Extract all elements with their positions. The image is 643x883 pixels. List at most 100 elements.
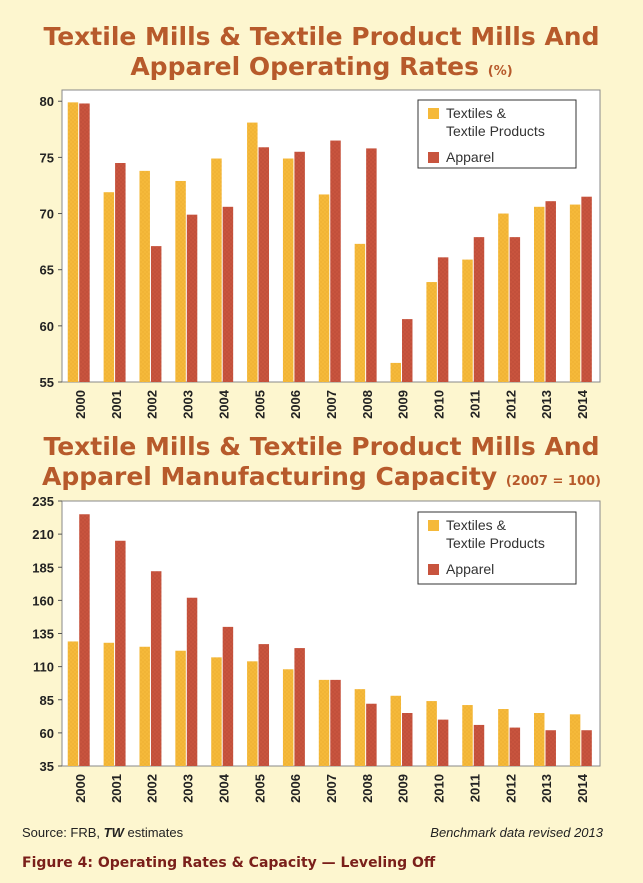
- y-tick-label: 80: [40, 94, 54, 109]
- bar-apparel-2007: [330, 140, 341, 382]
- y-tick-label: 35: [40, 759, 54, 774]
- y-tick-label: 55: [40, 375, 54, 390]
- y-tick-label: 75: [40, 150, 54, 165]
- bar-apparel-2003: [186, 597, 198, 766]
- chart1-title: Textile Mills & Textile Product Mills An…: [0, 22, 643, 87]
- y-tick-label: 210: [32, 527, 54, 542]
- bar-apparel-2008: [366, 703, 377, 766]
- bar-apparel-2012: [509, 727, 521, 766]
- bar-textiles-2003: [175, 180, 186, 382]
- legend-swatch-apparel: [428, 564, 439, 575]
- x-tick-label: 2010: [432, 390, 447, 419]
- bar-textiles-2012: [498, 709, 509, 766]
- bar-textiles-2014: [569, 204, 581, 382]
- y-tick-label: 235: [32, 495, 54, 509]
- x-tick-label: 2007: [324, 390, 339, 419]
- legend-swatch-apparel: [428, 152, 439, 163]
- bar-textiles-2000: [67, 102, 79, 382]
- bar-apparel-2014: [581, 730, 592, 766]
- x-tick-label: 2000: [73, 774, 88, 803]
- bar-apparel-2004: [222, 206, 234, 382]
- legend-label-textiles: Textiles &: [446, 517, 507, 533]
- bar-textiles-2008: [354, 689, 366, 766]
- bar-apparel-2005: [258, 147, 270, 382]
- bar-apparel-2007: [330, 679, 341, 766]
- bar-textiles-2009: [390, 695, 402, 766]
- bar-textiles-2004: [211, 158, 222, 382]
- bar-apparel-2014: [581, 196, 592, 382]
- bar-textiles-2011: [462, 259, 473, 382]
- x-tick-label: 2003: [181, 774, 196, 803]
- x-tick-label: 2004: [216, 389, 231, 419]
- bar-textiles-2012: [498, 213, 509, 382]
- x-tick-label: 2006: [288, 774, 303, 803]
- x-tick-label: 2014: [575, 773, 590, 803]
- x-tick-label: 2005: [252, 774, 267, 803]
- bar-textiles-2010: [426, 282, 437, 382]
- x-tick-label: 2001: [109, 390, 124, 419]
- legend-label-textiles: Textile Products: [446, 535, 545, 551]
- bar-textiles-2002: [139, 170, 150, 382]
- bar-apparel-2012: [509, 237, 521, 382]
- x-tick-label: 2013: [539, 390, 554, 419]
- bar-textiles-2014: [569, 714, 581, 766]
- bar-apparel-2005: [258, 644, 270, 766]
- x-tick-label: 2011: [467, 774, 482, 802]
- legend-label-apparel: Apparel: [446, 149, 494, 165]
- bar-apparel-2006: [294, 648, 305, 766]
- bar-apparel-2011: [473, 237, 485, 382]
- x-tick-label: 2006: [288, 390, 303, 419]
- x-tick-label: 2002: [145, 774, 160, 803]
- x-tick-label: 2012: [503, 390, 518, 419]
- x-tick-label: 2012: [503, 774, 518, 803]
- x-tick-label: 2005: [252, 390, 267, 419]
- bar-apparel-2002: [150, 246, 162, 382]
- bar-textiles-2004: [211, 657, 222, 766]
- bar-apparel-2009: [402, 713, 413, 766]
- y-tick-label: 185: [32, 560, 54, 575]
- bar-apparel-2013: [545, 201, 556, 382]
- y-tick-label: 70: [40, 207, 54, 222]
- bar-apparel-2003: [186, 214, 198, 382]
- legend: Textiles & Textile Products Apparel: [417, 511, 577, 585]
- bar-textiles-2005: [247, 661, 258, 766]
- y-tick-label: 110: [33, 660, 54, 675]
- y-tick-label: 160: [32, 593, 54, 608]
- chart2-title-line2: Apparel Manufacturing Capacity: [41, 462, 498, 491]
- bar-apparel-2011: [473, 724, 485, 766]
- bar-apparel-2001: [115, 540, 126, 766]
- bar-apparel-2002: [150, 571, 162, 766]
- operating-rates-chart: 55 60 65 70 75 80 2000 2001 2002 2003 2004 2005 2006…: [40, 89, 601, 419]
- chart1-title-line2: Apparel Operating Rates: [130, 52, 480, 81]
- y-tick-label: 135: [32, 627, 54, 642]
- x-tick-label: 2000: [73, 390, 88, 419]
- source-prefix: Source: FRB,: [22, 825, 104, 840]
- x-tick-label: 2009: [396, 774, 411, 803]
- chart1-title-line1: Textile Mills & Textile Product Mills An…: [43, 22, 600, 51]
- chart2-title-unit: (2007 = 100): [505, 474, 601, 489]
- bar-apparel-2008: [366, 148, 377, 382]
- legend-swatch-textiles: [428, 520, 439, 531]
- x-tick-label: 2004: [216, 773, 231, 803]
- x-tick-label: 2008: [360, 774, 375, 803]
- bar-apparel-2001: [115, 163, 126, 382]
- bar-apparel-2009: [402, 319, 413, 382]
- bar-textiles-2006: [282, 158, 294, 382]
- legend: Textiles & Textile Products Apparel: [417, 99, 577, 169]
- bar-textiles-2007: [318, 194, 330, 382]
- legend-label-apparel: Apparel: [446, 561, 494, 577]
- x-tick-label: 2003: [181, 390, 196, 419]
- y-tick-label: 65: [40, 263, 54, 278]
- chart1-title-unit: (%): [487, 64, 513, 79]
- x-tick-label: 2009: [396, 390, 411, 419]
- bar-apparel-2004: [222, 626, 234, 766]
- y-tick-label: 85: [40, 693, 54, 708]
- x-tick-label: 2014: [575, 389, 590, 419]
- legend-box: [417, 99, 577, 169]
- legend-swatch-textiles: [428, 108, 439, 119]
- benchmark-note: Benchmark data revised 2013: [430, 825, 603, 840]
- legend-label-textiles: Textile Products: [446, 123, 545, 139]
- bar-textiles-2003: [175, 650, 186, 766]
- bar-textiles-2008: [354, 243, 366, 382]
- bar-textiles-2013: [534, 206, 545, 382]
